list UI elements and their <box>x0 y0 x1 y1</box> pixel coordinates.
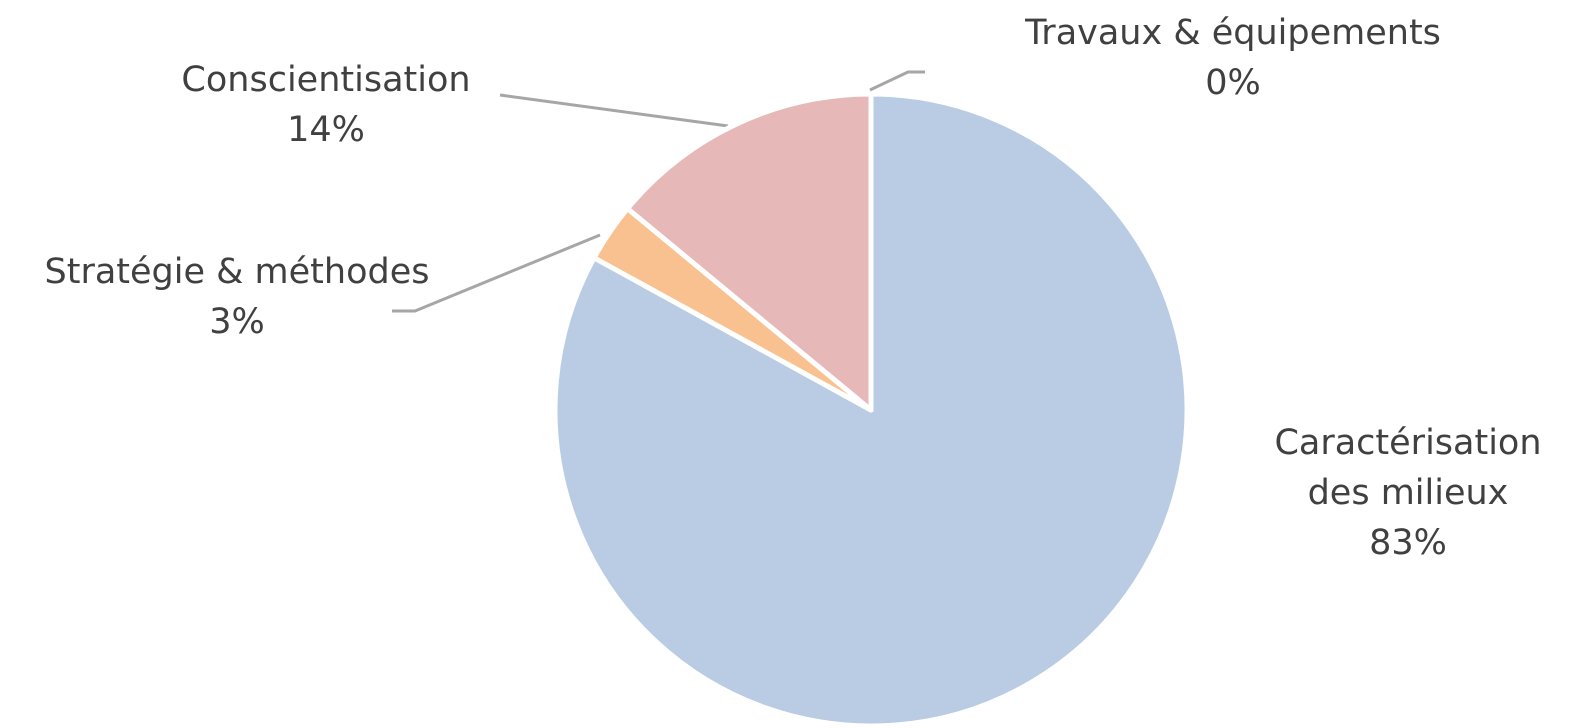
value-label: 14% <box>287 110 365 150</box>
category-label: Stratégie & méthodes <box>44 252 430 292</box>
category-label: Conscientisation <box>181 60 471 100</box>
data-label: Caractérisation des milieux 83% <box>1243 418 1569 568</box>
pie-slice <box>625 91 874 413</box>
leader-line <box>392 233 601 313</box>
value-label: 83% <box>1369 523 1447 563</box>
category-label: Caractérisation des milieux <box>1274 423 1542 513</box>
data-label: Conscientisation 14% <box>181 55 470 155</box>
pie-slice <box>552 91 1190 728</box>
data-label: Stratégie & méthodes 3% <box>45 247 430 347</box>
value-label: 3% <box>209 302 265 342</box>
data-label: Travaux & équipements 0% <box>1025 8 1441 108</box>
category-label: Travaux & équipements <box>1025 13 1441 53</box>
leader-line <box>869 70 925 92</box>
value-label: 0% <box>1205 63 1261 103</box>
leader-line <box>499 93 729 128</box>
